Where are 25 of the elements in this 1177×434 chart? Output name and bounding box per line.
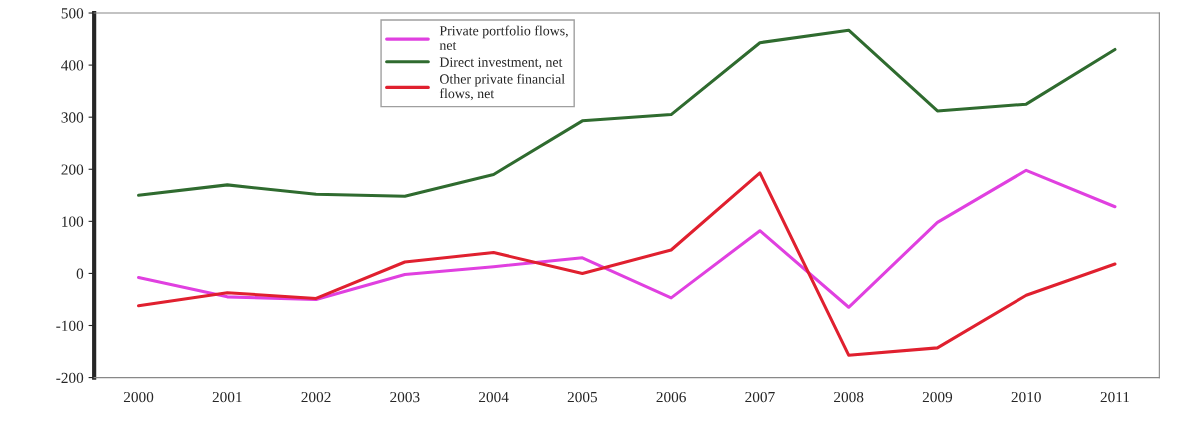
line-series xyxy=(137,171,1117,357)
x-tick-label: 2000 xyxy=(123,391,154,403)
x-tick-label: 2009 xyxy=(922,391,953,403)
x-tick-label: 2004 xyxy=(479,391,509,403)
y-tick-label: 200 xyxy=(61,164,84,175)
x-tick-label: 2003 xyxy=(390,391,420,403)
y-tick-label: -200 xyxy=(56,372,84,384)
legend-label: Private portfolio flows, net xyxy=(439,25,568,50)
y-tick-label: 300 xyxy=(61,112,84,123)
x-tick-label: 2001 xyxy=(212,391,242,403)
x-tick-label: 2008 xyxy=(834,391,864,403)
y-tick-label: 0 xyxy=(76,268,84,279)
y-tick-label: 500 xyxy=(61,8,84,19)
y-tick-label: 400 xyxy=(61,60,84,71)
x-tick-label: 2005 xyxy=(567,391,598,403)
y-tick-label: 100 xyxy=(62,216,84,227)
x-tick-label: 2010 xyxy=(1011,391,1041,403)
x-tick-label: 2011 xyxy=(1100,391,1130,403)
x-tick-label: 2006 xyxy=(656,391,686,403)
legend-label: Direct investment, net xyxy=(439,57,563,69)
x-tick-label: 2002 xyxy=(301,391,331,403)
y-tick-label: -100 xyxy=(56,320,84,331)
line-series xyxy=(137,168,1117,309)
x-tick-label: 2007 xyxy=(745,391,775,403)
legend-label: Other private financial flows, net xyxy=(439,73,565,101)
